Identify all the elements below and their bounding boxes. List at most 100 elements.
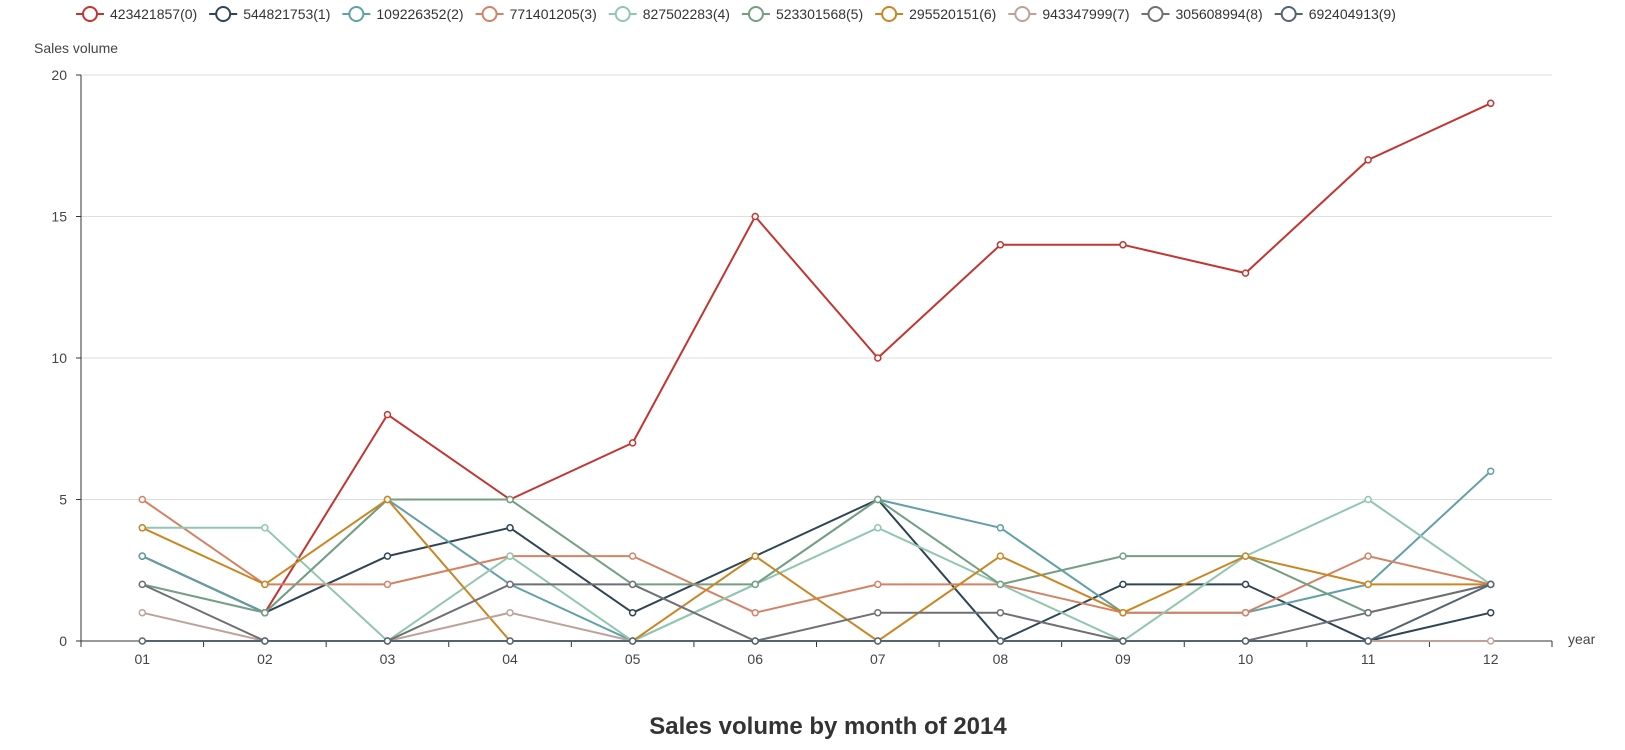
data-point <box>751 608 759 617</box>
legend-item[interactable]: 423421857(0) <box>76 6 197 22</box>
data-point <box>996 241 1005 249</box>
legend-label: 544821753(1) <box>243 6 330 22</box>
data-point <box>506 524 514 532</box>
y-axis-ticks: 0 5 10 15 20 <box>51 67 82 649</box>
data-point <box>506 580 514 589</box>
y-tick-label: 20 <box>51 67 67 83</box>
y-tick-label: 10 <box>51 350 67 366</box>
legend-item[interactable]: 827502283(4) <box>608 6 730 22</box>
data-point <box>751 552 759 560</box>
data-point <box>628 439 637 447</box>
data-point <box>383 410 392 419</box>
data-point <box>628 608 637 617</box>
series-4 <box>138 495 1495 645</box>
data-point <box>138 552 147 560</box>
data-point <box>1364 552 1372 560</box>
legend-item[interactable]: 771401205(3) <box>475 6 597 22</box>
legend-marker-icon <box>747 6 764 22</box>
data-point <box>506 608 514 617</box>
data-point <box>996 580 1005 589</box>
legend-label: 109226352(2) <box>376 6 463 22</box>
legend-marker-icon <box>348 6 365 22</box>
data-point <box>1486 580 1495 589</box>
data-point <box>1119 241 1127 249</box>
data-point <box>1364 495 1372 504</box>
legend: 423421857(0) 544821753(1) 109226352(2) 7714… <box>76 6 1396 22</box>
data-point <box>506 552 514 560</box>
data-point <box>261 580 269 589</box>
series-6 <box>138 495 1495 645</box>
data-point <box>383 552 392 560</box>
legend-item[interactable]: 692404913(9) <box>1274 6 1396 22</box>
series-8 <box>138 580 1495 645</box>
x-tick-label: 01 <box>135 651 151 667</box>
x-tick-label: 03 <box>380 651 396 667</box>
legend-item[interactable]: 109226352(2) <box>342 6 464 22</box>
x-tick-label: 10 <box>1238 651 1254 667</box>
data-point <box>1364 608 1372 617</box>
legend-marker-icon <box>481 6 498 22</box>
legend-marker-icon <box>1147 6 1164 22</box>
data-point <box>628 637 637 645</box>
data-point <box>383 637 392 645</box>
data-point <box>1241 269 1250 277</box>
legend-label: 827502283(4) <box>643 6 730 22</box>
data-point <box>628 580 637 589</box>
data-point <box>1241 608 1250 617</box>
data-point <box>1364 637 1372 645</box>
data-point <box>1486 99 1495 108</box>
legend-item[interactable]: 295520151(6) <box>875 6 996 22</box>
legend-label: 295520151(6) <box>909 6 996 22</box>
data-point <box>506 637 514 645</box>
legend-item[interactable]: 943347999(7) <box>1008 6 1130 22</box>
series-line <box>141 102 1492 614</box>
data-point <box>751 212 759 221</box>
data-point <box>138 495 147 504</box>
data-point <box>996 608 1005 617</box>
data-point <box>874 608 882 617</box>
data-point <box>138 524 147 532</box>
legend-marker-icon <box>82 6 98 22</box>
series-line <box>142 583 1492 642</box>
y-tick-label: 5 <box>59 492 67 508</box>
data-point <box>138 580 147 589</box>
x-axis-name: year <box>1568 631 1596 647</box>
data-point <box>874 354 882 362</box>
x-tick-label: 05 <box>625 651 641 667</box>
x-tick-label: 09 <box>1115 651 1131 667</box>
legend-marker-icon <box>881 6 898 22</box>
data-point <box>1241 552 1250 560</box>
legend-item[interactable]: 544821753(1) <box>209 6 330 22</box>
data-point <box>751 580 759 589</box>
y-tick-label: 15 <box>51 209 67 225</box>
data-point <box>138 608 147 617</box>
legend-label: 523301568(5) <box>776 6 863 22</box>
y-axis-name: Sales volume <box>34 40 118 56</box>
x-tick-label: 04 <box>502 651 518 667</box>
x-axis: 01 02 03 04 05 06 07 08 09 10 11 12 <box>80 640 1553 667</box>
data-point <box>751 637 759 645</box>
y-tick-label: 0 <box>59 633 67 649</box>
legend-label: 423421857(0) <box>110 6 197 22</box>
data-point <box>1119 580 1127 589</box>
legend-item[interactable]: 523301568(5) <box>741 6 863 22</box>
data-point <box>628 552 637 560</box>
data-point <box>383 495 392 504</box>
series-line <box>142 498 1492 642</box>
data-point <box>506 495 514 504</box>
data-point <box>1364 156 1372 164</box>
series-1 <box>138 495 1495 645</box>
data-point <box>996 552 1005 560</box>
data-point <box>1241 580 1250 589</box>
data-point <box>1486 608 1495 617</box>
x-tick-label: 07 <box>870 651 886 667</box>
series-9 <box>138 580 1495 645</box>
chart-title: Sales volume by month of 2014 <box>649 713 1007 740</box>
legend-label: 305608994(8) <box>1176 6 1263 22</box>
legend-marker-icon <box>215 6 232 22</box>
data-point <box>874 580 882 589</box>
data-point <box>1241 637 1250 645</box>
data-point <box>261 524 269 532</box>
data-point <box>1119 552 1127 560</box>
legend-item[interactable]: 305608994(8) <box>1141 6 1263 22</box>
